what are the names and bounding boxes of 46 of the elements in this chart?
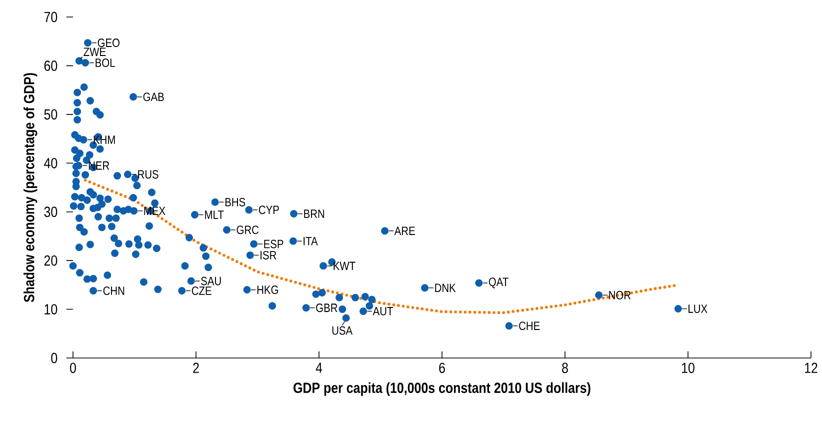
annotation: LUX bbox=[688, 304, 708, 313]
annotation: SAU bbox=[201, 276, 221, 286]
y-tick-label: 0 bbox=[51, 352, 58, 364]
annotation: GBR bbox=[316, 304, 338, 312]
y-tick-label: 40 bbox=[44, 158, 58, 168]
y-tick-label: 70 bbox=[44, 12, 58, 22]
annotation: GAB bbox=[143, 92, 164, 102]
annotation: ISR bbox=[260, 250, 276, 260]
y-tick-label: 50 bbox=[44, 109, 58, 120]
y-tick-label: 30 bbox=[44, 206, 58, 218]
line-series bbox=[84, 178, 678, 314]
x-tick-label: 2 bbox=[193, 362, 199, 373]
annotation: CHN bbox=[103, 286, 124, 296]
annotation: CYP bbox=[258, 206, 279, 214]
annotation: KWT bbox=[334, 262, 356, 270]
annotation: MLT bbox=[205, 210, 224, 219]
x-tick-label: 10 bbox=[682, 362, 694, 374]
annotation: CHE bbox=[519, 322, 540, 330]
annotation: BOL bbox=[96, 58, 115, 68]
annotation: ARE bbox=[394, 226, 415, 235]
annotation: AUT bbox=[372, 307, 393, 316]
annotation: ITA bbox=[304, 236, 318, 246]
x-tick-label: 0 bbox=[70, 362, 76, 374]
annotation: ZWE bbox=[84, 48, 106, 56]
annotation: GEO bbox=[98, 38, 120, 48]
annotation: BHS bbox=[225, 198, 246, 206]
y-axis-title: Shadow economy (percentage of GDP) bbox=[24, 73, 38, 302]
annotation: KHM bbox=[94, 136, 115, 144]
annotation: CZE bbox=[192, 286, 212, 296]
annotation: GRC bbox=[236, 226, 259, 234]
x-tick-label: 4 bbox=[316, 362, 322, 373]
y-tick-label: 60 bbox=[44, 60, 58, 71]
annotation: USA bbox=[332, 326, 353, 335]
x-axis-title: GDP per capita (10,000s constant 2010 US dollars) bbox=[294, 382, 590, 396]
annotation: RUS bbox=[138, 170, 158, 179]
x-tick-label: 6 bbox=[439, 362, 445, 374]
annotation: BRN bbox=[304, 210, 324, 218]
annotation: DNK bbox=[435, 284, 456, 292]
annotation: HKG bbox=[257, 286, 278, 294]
y-tick-label: 10 bbox=[44, 304, 58, 314]
annotation: ESP bbox=[264, 240, 284, 248]
annotation: NER bbox=[88, 161, 110, 170]
annotation: QAT bbox=[488, 278, 508, 288]
x-tick-label: 8 bbox=[562, 362, 568, 374]
x-tick-label: 12 bbox=[805, 362, 818, 373]
y-tick-label: 20 bbox=[44, 255, 58, 266]
